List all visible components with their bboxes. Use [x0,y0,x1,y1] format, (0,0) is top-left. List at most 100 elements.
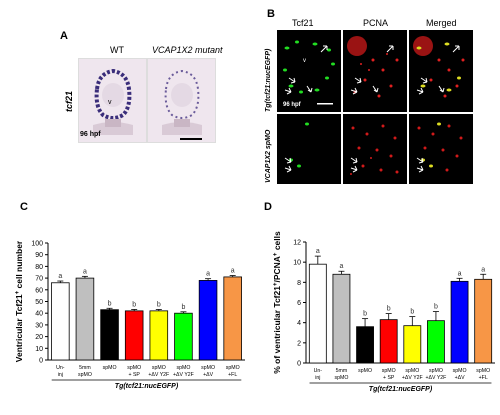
panel-d-category-sublabel: spMO [335,375,349,381]
panel-c-sig-letter: a [206,271,210,278]
panel-d-ytick-label: 8 [297,280,301,287]
panel-b-stage-label: 96 hpf [283,102,302,108]
panel-d-ytick-label: 2 [297,340,301,347]
panel-d-bar [427,320,445,364]
merged-image-row1 [409,30,473,112]
panel-c-sig-letter: a [231,268,235,275]
panel-d-letter: D [264,201,272,213]
panel-d-category-sublabel: +FL [479,375,488,381]
panel-c-bar [174,312,193,361]
panel-d-bar [356,326,374,364]
panel-c-ytick-label: 50 [35,299,43,306]
panel-d-bar [450,280,469,364]
panel-d-sig-letter: a [316,248,320,255]
panel-c-category-sublabel: +ΔV Y2F [173,372,194,378]
panel-c-ytick-label: 30 [35,322,43,329]
panel-d-sig-letter: b [410,309,414,316]
panel-d-sig-letter: a [458,270,462,277]
panel-c-category-sublabel: + SP [128,372,140,378]
panel-d-category-label: spMO [429,368,443,374]
panel-c-category-label: Un- [56,365,65,371]
panel-b-pcna-header: PCNA [363,18,389,28]
panel-c-ytick-label: 80 [35,264,43,271]
panel-c-bar [100,309,119,361]
panel-b-letter: B [267,8,275,20]
panel-d-category-label: spMO [405,368,419,374]
panel-c-sig-letter: b [181,304,185,311]
panel-a-letter: A [60,30,68,42]
panel-c-bar [223,276,242,361]
panel-a-wt-header: WT [110,45,124,55]
panel-d-category-sublabel: +ΔV Y2F [426,375,447,381]
pcna-image-row1 [343,30,407,112]
panel-d-category-label: spMO [453,368,467,374]
panel-b-merged-header: Merged [426,18,457,28]
panel-a-mutant-header: VCAP1X2 mutant [152,45,223,55]
panel-d-bar [403,325,422,364]
panel-d-category-sublabel: +ΔV [455,375,465,381]
panel-c-ytick-label: 10 [35,346,43,353]
panel-c-sig-letter: b [157,301,161,308]
panel-c-sig-letter: a [58,273,62,280]
panel-b-row1-label: Tg(tcf21:nucEGFP) [265,48,272,112]
panel-d-category-label: spMO [382,368,396,374]
tcf21-image-row1: v 96 hpf [277,30,341,112]
pcna-image-row2 [343,114,407,184]
panel-d-sig-letter: b [434,304,438,311]
panel-d-sig-letter: a [481,266,485,273]
panel-a-stage-label: 96 hpf [80,131,101,138]
panel-c-category-sublabel: +ΔV [203,372,213,378]
panel-d-ytick-label: 10 [293,260,301,267]
panel-d-category-label: spMO [358,368,372,374]
panel-c-bar [149,310,169,361]
panel-c-ytick-label: 90 [35,252,43,259]
panel-c-bar [124,310,144,361]
panel-d-category-label: Un- [314,368,323,374]
panel-a-scale-bar [180,138,202,140]
panel-b-row2-label: VCAP1X2 spMO [265,129,272,183]
panel-d-bar [308,263,327,364]
panel-c-category-label: spMO [127,365,141,371]
panel-d-category-sublabel: inj [315,375,320,381]
merged-image-row2 [409,114,473,184]
panel-d-sig-letter: b [363,311,367,318]
panel-c-ytick-label: 60 [35,287,43,294]
panel-c-sig-letter: b [108,300,112,307]
panel-c-sig-letter: b [132,301,136,308]
panel-c-category-label: spMO [201,365,215,371]
panel-c-ylabel: Ventricular Tcf21+ cell number [14,240,24,362]
chart-d: D % of ventricular Tcf21+/PCNA+ cells 0 2 4 6… [264,201,495,393]
panel-c-ytick-label: 0 [39,358,43,365]
panel-d-group-label: Tg(tcf21:nucEGFP) [369,386,433,393]
panel-d-category-label: spMO [476,368,490,374]
panel-c-ytick-label: 20 [35,334,43,341]
panel-d-sig-letter: b [387,306,391,313]
panel-c-category-label: 5mm [79,365,91,371]
chart-c: C Ventricular Tcf21+ cell number 0 10 20 30 40… [14,201,245,390]
panel-c-category-label: spMO [103,365,117,371]
panel-c-ytick-label: 100 [31,241,43,248]
panel-c-letter: C [20,201,28,213]
panel-c-ytick-label: 40 [35,311,43,318]
panel-c-category-label: spMO [226,365,240,371]
panel-c-category-sublabel: inj [58,372,63,378]
panel-d-ytick-label: 12 [293,240,301,247]
panel-c-category-label: spMO [152,365,166,371]
panel-d-ylabel: % of ventricular Tcf21+/PCNA+ cells [272,231,282,374]
panel-d-bar [332,273,351,364]
panel-c-bar [75,277,95,361]
panel-c-ytick-label: 70 [35,276,43,283]
panel-c-category-label: spMO [177,365,191,371]
panel-c-category-sublabel: +FL [228,372,237,378]
mutant-ish-image [147,58,216,143]
panel-d-bar [379,319,398,364]
tcf21-image-row2 [277,114,341,184]
panel-d-category-sublabel: +ΔV Y2F [402,375,423,381]
panel-c-category-sublabel: +ΔV Y2F [148,372,169,378]
panel-d-sig-letter: a [339,263,343,270]
panel-b-ventricle-label: v [303,58,306,64]
panel-a-row-label: tcf21 [64,90,74,112]
panel-a-ventricle-label: v [108,99,112,106]
panel-c-category-sublabel: spMO [78,372,92,378]
wt-ish-image [78,58,147,143]
